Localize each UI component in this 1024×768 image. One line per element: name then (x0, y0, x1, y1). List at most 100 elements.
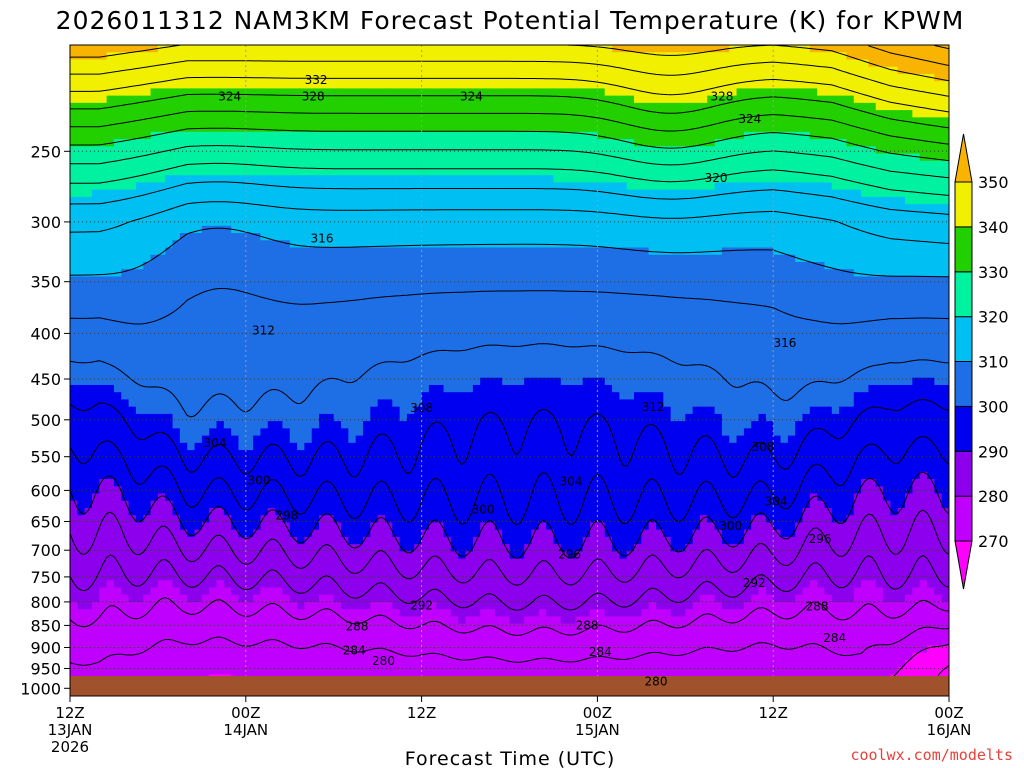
contour-cell (304, 457, 313, 466)
contour-cell (128, 616, 137, 625)
contour-cell (436, 384, 445, 393)
contour-cell (399, 565, 408, 574)
contour-cell (84, 609, 93, 618)
contour-cell (106, 377, 115, 386)
contour-cell (99, 95, 108, 104)
contour-cell (172, 471, 181, 480)
contour-cell (436, 312, 445, 321)
contour-cell (128, 558, 137, 567)
contour-cell (465, 211, 474, 220)
contour-cell (282, 233, 291, 241)
contour-cell (179, 428, 188, 437)
contour-cell (84, 500, 93, 509)
contour-cell (267, 117, 276, 126)
contour-cell (223, 450, 232, 458)
contour-cell (209, 667, 218, 675)
contour-cell (245, 667, 254, 675)
contour-cell (113, 392, 122, 401)
contour-cell (311, 384, 320, 393)
contour-cell (450, 196, 459, 205)
contour-cell (370, 356, 379, 364)
contour-cell (201, 565, 210, 574)
contour-cell (113, 175, 122, 184)
contour-cell (392, 269, 401, 278)
contour-cell (355, 341, 364, 350)
contour-cell (165, 117, 174, 126)
contour-cell (253, 536, 262, 545)
contour-cell (311, 630, 320, 639)
contour-cell (179, 348, 188, 357)
contour-cell (399, 312, 408, 321)
contour-cell (245, 182, 254, 191)
contour-cell (77, 573, 86, 581)
contour-cell (77, 290, 86, 299)
contour-cell (223, 406, 232, 415)
contour-cell (341, 196, 349, 205)
contour-cell (414, 298, 423, 306)
contour-cell (143, 218, 152, 227)
contour-cell (223, 59, 232, 68)
contour-cell (414, 356, 423, 364)
contour-cell (363, 558, 371, 567)
contour-cell (70, 276, 78, 285)
contour-cell (428, 269, 437, 278)
contour-cell (275, 457, 284, 466)
contour-cell (304, 327, 313, 335)
contour-cell (311, 356, 320, 364)
contour-cell (436, 88, 445, 97)
contour-cell (406, 594, 415, 603)
contour-cell (443, 52, 452, 61)
contour-cell (143, 95, 152, 104)
contour-cell (458, 580, 467, 589)
contour-cell (172, 218, 181, 227)
contour-cell (135, 305, 144, 314)
contour-cell (201, 283, 210, 292)
contour-cell (231, 196, 240, 205)
contour-cell (458, 81, 467, 89)
contour-cell (157, 102, 166, 111)
contour-cell (143, 384, 152, 393)
contour-cell (414, 522, 423, 531)
contour-cell (282, 175, 291, 184)
contour-cell (194, 421, 203, 429)
contour-cell (157, 139, 166, 147)
contour-cell (341, 167, 349, 176)
contour-cell (172, 73, 181, 82)
contour-cell (267, 196, 276, 205)
contour-cell (84, 305, 93, 314)
contour-cell (113, 139, 122, 147)
contour-cell (384, 204, 393, 212)
contour-cell (150, 160, 159, 169)
contour-cell (223, 616, 232, 625)
contour-cell (319, 558, 327, 567)
contour-cell (341, 298, 349, 306)
contour-cell (135, 102, 144, 111)
contour-cell (384, 110, 393, 118)
contour-cell (443, 551, 452, 560)
contour-cell (77, 558, 86, 567)
contour-cell (77, 73, 86, 82)
contour-cell (348, 312, 357, 321)
contour-cell (399, 486, 408, 495)
contour-cell (319, 464, 327, 473)
contour-cell (194, 312, 203, 321)
contour-cell (121, 442, 130, 451)
contour-cell (201, 276, 210, 285)
contour-cell (121, 587, 130, 596)
contour-cell (370, 262, 379, 270)
contour-cell (209, 312, 218, 321)
contour-cell (201, 529, 210, 538)
contour-cell (465, 594, 474, 603)
contour-cell (113, 59, 122, 68)
contour-cell (443, 182, 452, 191)
contour-cell (194, 616, 203, 625)
contour-cell (253, 623, 262, 632)
contour-cell (91, 544, 100, 552)
contour-cell (70, 110, 78, 118)
contour-cell (238, 493, 247, 502)
contour-cell (436, 225, 445, 234)
contour-cell (260, 95, 269, 104)
contour-cell (465, 283, 474, 292)
contour-cell (91, 225, 100, 234)
contour-cell (150, 233, 159, 241)
